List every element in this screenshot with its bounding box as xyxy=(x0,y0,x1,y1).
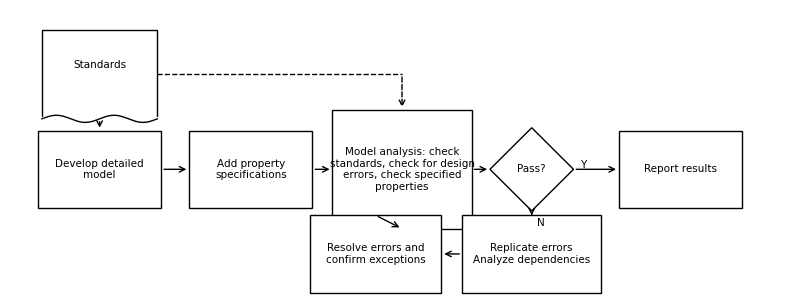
FancyBboxPatch shape xyxy=(618,131,741,208)
Text: Develop detailed
model: Develop detailed model xyxy=(55,158,144,180)
Text: Resolve errors and
confirm exceptions: Resolve errors and confirm exceptions xyxy=(325,243,425,265)
FancyBboxPatch shape xyxy=(310,215,441,293)
Text: Model analysis: check
standards, check for design
errors, check specified
proper: Model analysis: check standards, check f… xyxy=(329,147,474,192)
Text: Report results: Report results xyxy=(643,164,716,174)
FancyBboxPatch shape xyxy=(189,131,312,208)
Text: Standards: Standards xyxy=(73,60,126,70)
Text: Y: Y xyxy=(579,160,586,170)
Text: N: N xyxy=(537,218,544,228)
FancyBboxPatch shape xyxy=(461,215,601,293)
Text: Pass?: Pass? xyxy=(517,164,545,174)
Polygon shape xyxy=(489,128,573,211)
Text: Add property
specifications: Add property specifications xyxy=(215,158,286,180)
Text: Replicate errors
Analyze dependencies: Replicate errors Analyze dependencies xyxy=(473,243,590,265)
FancyBboxPatch shape xyxy=(332,110,471,229)
FancyBboxPatch shape xyxy=(38,131,161,208)
FancyBboxPatch shape xyxy=(42,30,157,119)
